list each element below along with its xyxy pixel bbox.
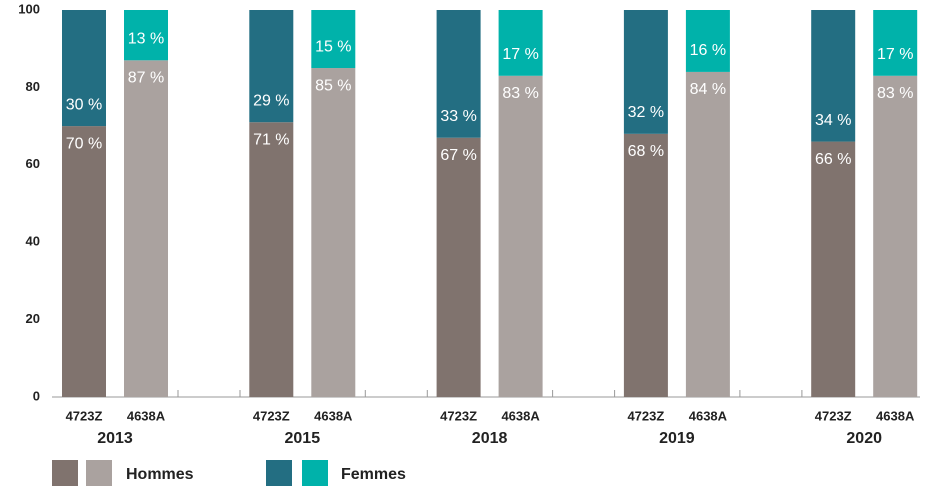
bar-segment xyxy=(311,10,356,69)
value-label: 15 % xyxy=(315,38,351,55)
bar-segment xyxy=(124,60,168,398)
bar-segment xyxy=(436,137,481,397)
bar-segment xyxy=(623,133,668,397)
bar-segment xyxy=(685,71,730,398)
value-label: 70 % xyxy=(66,135,102,152)
legend-swatch xyxy=(266,460,292,486)
value-label: 83 % xyxy=(502,85,538,102)
value-label: 85 % xyxy=(315,77,351,94)
y-tick-label: 40 xyxy=(26,234,40,249)
value-label: 32 % xyxy=(628,104,664,121)
group-label: 2015 xyxy=(285,430,321,447)
x-tick-label: 4638A xyxy=(501,408,540,423)
x-tick-label: 4723Z xyxy=(253,408,290,423)
bar-segment xyxy=(436,10,481,138)
value-label: 17 % xyxy=(502,46,538,63)
value-label: 29 % xyxy=(253,92,289,109)
value-label: 66 % xyxy=(815,151,851,168)
bar-segment xyxy=(311,68,356,398)
x-tick-label: 4723Z xyxy=(627,408,664,423)
group-label: 2020 xyxy=(846,430,882,447)
y-tick-label: 60 xyxy=(26,156,40,171)
bar-segment xyxy=(873,75,918,397)
bar-segment xyxy=(124,10,168,61)
value-label: 17 % xyxy=(877,46,913,63)
bar-segment xyxy=(811,10,856,142)
y-tick-label: 20 xyxy=(26,311,40,326)
bar-segment xyxy=(811,141,856,397)
value-label: 16 % xyxy=(690,42,726,59)
bar-segment xyxy=(62,10,106,127)
group-label: 2018 xyxy=(472,430,508,447)
group-label: 2019 xyxy=(659,430,695,447)
x-tick-label: 4723Z xyxy=(815,408,852,423)
x-tick-label: 4723Z xyxy=(66,408,103,423)
value-label: 84 % xyxy=(690,81,726,98)
bar-segment xyxy=(249,122,294,397)
bar-segment xyxy=(873,10,918,76)
group-label: 2013 xyxy=(97,430,133,447)
value-label: 68 % xyxy=(628,143,664,160)
value-label: 33 % xyxy=(440,108,476,125)
value-label: 30 % xyxy=(66,96,102,113)
x-tick-label: 4638A xyxy=(689,408,728,423)
value-label: 71 % xyxy=(253,131,289,148)
legend-swatch xyxy=(52,460,78,486)
x-tick-label: 4638A xyxy=(127,408,166,423)
legend-label: Hommes xyxy=(126,466,194,483)
bar-segment xyxy=(685,10,730,72)
y-tick-label: 0 xyxy=(33,388,40,403)
bar-segment xyxy=(62,126,106,397)
x-tick-label: 4638A xyxy=(314,408,353,423)
legend-swatch xyxy=(86,460,112,486)
value-label: 87 % xyxy=(128,70,164,87)
value-label: 67 % xyxy=(440,147,476,164)
x-tick-label: 4723Z xyxy=(440,408,477,423)
y-tick-label: 100 xyxy=(18,1,40,16)
bar-segment xyxy=(498,75,543,397)
bar-segment xyxy=(623,10,668,134)
legend-label: Femmes xyxy=(341,466,406,483)
x-tick-label: 4638A xyxy=(876,408,915,423)
legend-swatch xyxy=(302,460,328,486)
bar-segment xyxy=(249,10,294,123)
bar-segment xyxy=(498,10,543,76)
y-tick-label: 80 xyxy=(26,79,40,94)
value-label: 83 % xyxy=(877,85,913,102)
value-label: 13 % xyxy=(128,31,164,48)
value-label: 34 % xyxy=(815,112,851,129)
